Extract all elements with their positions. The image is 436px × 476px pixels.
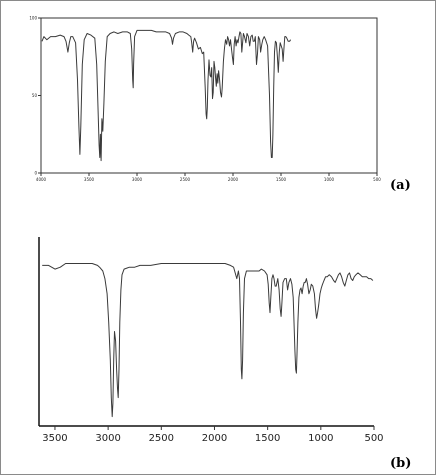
x-tick-label: 1500 xyxy=(276,177,287,182)
spectrum-panel-b: 3500 3000 2500 2000 1500 1000 500 (b) xyxy=(38,237,411,471)
x-tick-label: 1500 xyxy=(255,433,280,444)
spectrum-line-a xyxy=(41,29,292,162)
x-tick-label: 4000 xyxy=(36,177,47,182)
x-tick-label: 500 xyxy=(364,433,383,444)
y-tick-label: 100 xyxy=(29,15,37,20)
x-tick-label: 2000 xyxy=(202,433,227,444)
axes-b xyxy=(38,237,374,427)
x-tick-label: 2500 xyxy=(180,177,191,182)
panel-label-a: (a) xyxy=(390,178,411,193)
x-ticks-b: 3500 3000 2500 2000 1500 1000 500 xyxy=(42,426,384,444)
x-tick-label: 3000 xyxy=(95,433,120,444)
x-tick-label: 3500 xyxy=(42,433,67,444)
spectrum-panel-a: 4000 3500 3000 2500 2000 1500 1000 500 0 50 100 (… xyxy=(29,15,410,193)
y-ticks-a: 0 50 100 xyxy=(29,15,41,175)
x-tick-label: 1000 xyxy=(308,433,333,444)
y-tick-label: 50 xyxy=(32,93,38,98)
x-ticks-a: 4000 3500 3000 2500 2000 1500 1000 500 xyxy=(36,173,381,182)
plot-frame xyxy=(40,17,378,174)
x-tick-label: 3000 xyxy=(132,177,143,182)
axes-a xyxy=(40,17,378,174)
x-tick-label: 500 xyxy=(373,177,381,182)
x-tick-label: 2500 xyxy=(149,433,174,444)
x-tick-label: 2000 xyxy=(228,177,239,182)
x-tick-label: 3500 xyxy=(84,177,95,182)
y-tick-label: 0 xyxy=(34,170,37,175)
x-tick-label: 1000 xyxy=(324,177,335,182)
spectrum-line-b xyxy=(42,263,374,418)
panel-label-b: (b) xyxy=(390,456,411,471)
